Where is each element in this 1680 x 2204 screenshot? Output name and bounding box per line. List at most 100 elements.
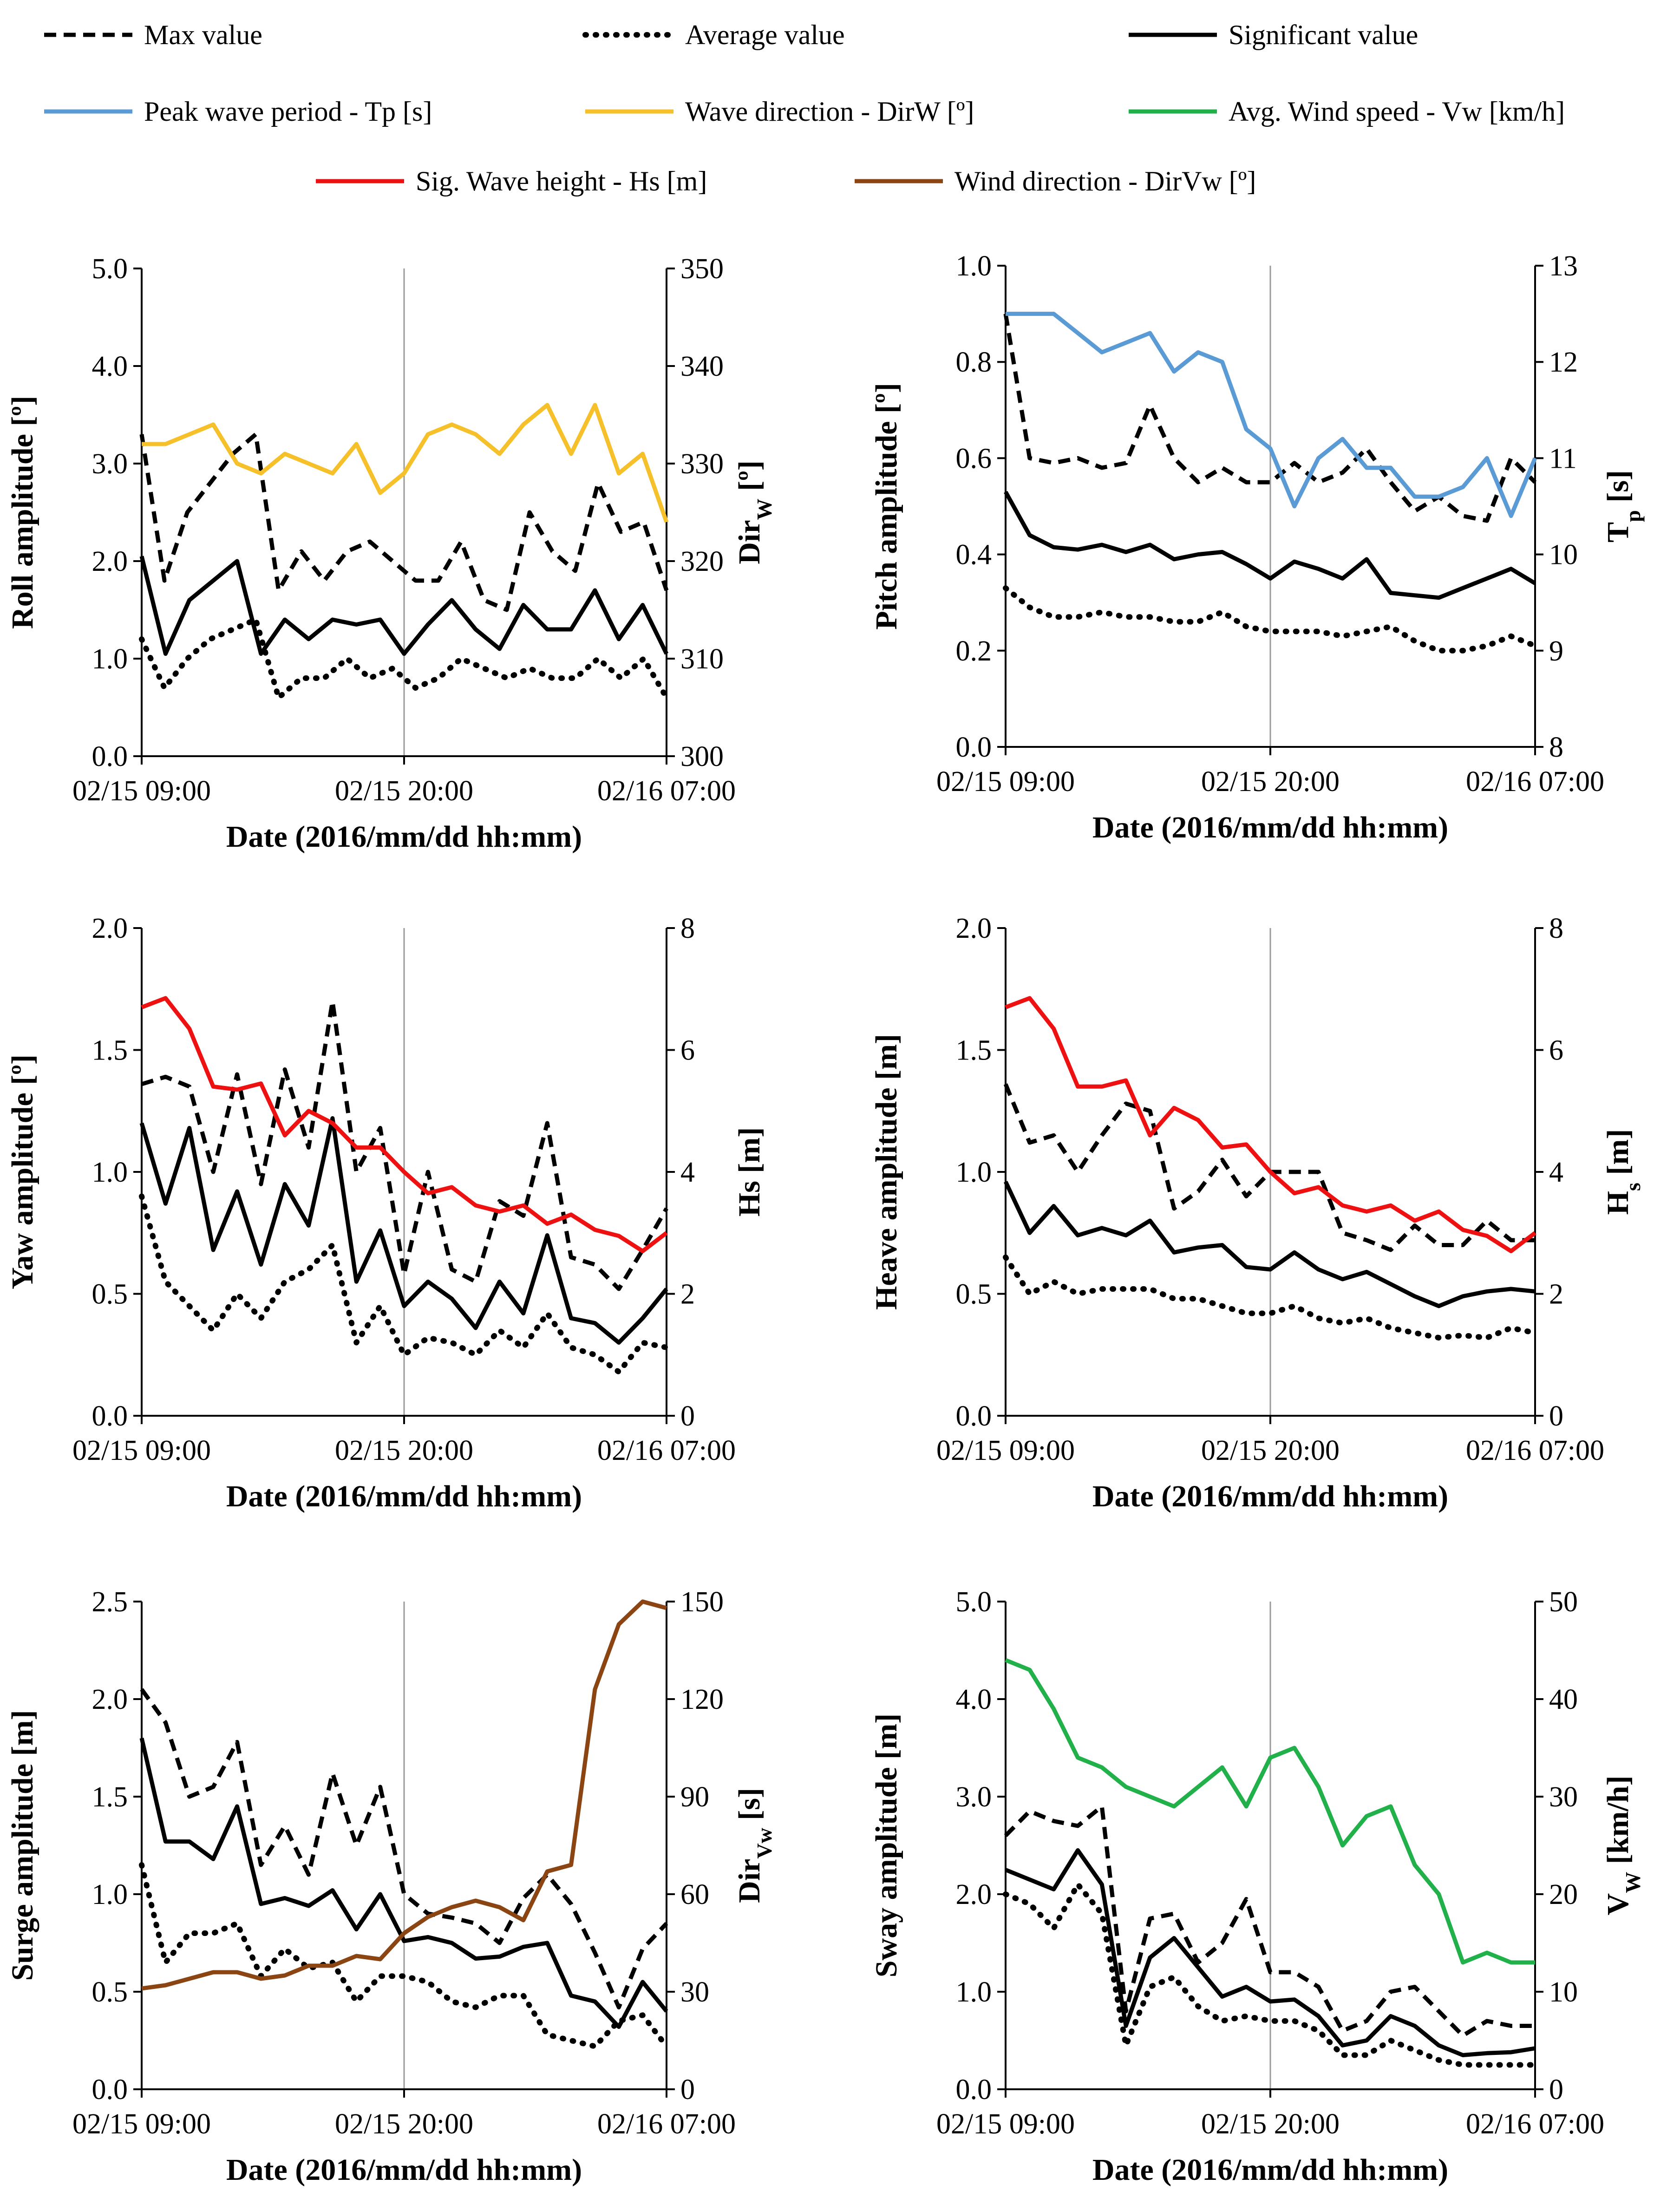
- y2-tick-label: 12: [1549, 347, 1578, 378]
- legend-label-max: Max value: [144, 20, 262, 50]
- y2-tick-label: 350: [680, 253, 724, 285]
- y2-axis-label-unit: [s]: [1601, 470, 1635, 510]
- series-line-roll-sig: [139, 556, 669, 656]
- y2-tick-label: 0: [1549, 2074, 1563, 2106]
- series-line-surge-max: [140, 1688, 668, 2010]
- legend-item-dirvw: Wind direction - DirVw [º]: [855, 166, 1256, 196]
- series-line-yaw-avg: [139, 1193, 669, 1375]
- legend-item-max: Max value: [44, 20, 262, 50]
- chart-heave: 0.0 0.5 1.0 1.5 2.0 0 2 4 6 8 02/15 09:00 02/15 20:…: [869, 913, 1645, 1513]
- y2-axis-label-sub: Vw: [752, 1828, 776, 1858]
- y2-axis-label: DirW [º]: [732, 460, 776, 564]
- series-line-sway-sig: [1005, 1848, 1536, 2057]
- y2-axis-label-base: Hs: [732, 1181, 766, 1216]
- y2-axis-label-base: H: [1601, 1191, 1635, 1215]
- x-tick-label: 02/15 09:00: [936, 2108, 1075, 2140]
- y2-axis-label: DirVw [s]: [732, 1788, 776, 1903]
- legend-item-dirw: Wave direction - DirW [º]: [585, 96, 974, 127]
- series-line-surge-env: [141, 1599, 667, 1991]
- y2-tick-label: 13: [1549, 250, 1578, 282]
- y2-tick-label: 310: [680, 643, 724, 675]
- x-tick-label: 02/16 07:00: [1466, 1435, 1604, 1466]
- y-tick-label: 0.0: [956, 1400, 992, 1432]
- x-tick-label: 02/15 20:00: [1201, 766, 1340, 798]
- y-tick-label: 0.0: [956, 732, 992, 763]
- y2-axis-label-base: Dir: [732, 1859, 766, 1903]
- series-line-yaw-env: [141, 996, 668, 1254]
- legend-label-tp: Peak wave period - Tp [s]: [144, 96, 432, 127]
- y2-tick-label: 4: [1549, 1157, 1563, 1188]
- y2-tick-label: 30: [680, 1976, 709, 2008]
- y2-tick-label: 50: [1549, 1586, 1578, 1618]
- series-line-yaw-sig: [139, 1116, 668, 1345]
- y2-axis-label-unit: [m]: [732, 1127, 766, 1181]
- y-tick-label: 1.5: [92, 1035, 128, 1066]
- series-line-roll-max: [139, 432, 669, 612]
- y2-axis-label-base: V: [1601, 1893, 1635, 1916]
- x-tick-label: 02/16 07:00: [597, 1435, 736, 1466]
- y2-tick-label: 10: [1549, 1976, 1578, 2008]
- y2-axis-label: VW [km/h]: [1601, 1776, 1645, 1916]
- x-axis-label: Date (2016/mm/dd hh:mm): [1092, 1479, 1448, 1513]
- x-tick-label: 02/16 07:00: [1466, 2108, 1604, 2140]
- y2-tick-label: 40: [1549, 1684, 1578, 1715]
- y2-tick-label: 0: [1549, 1400, 1563, 1432]
- y2-tick-label: 330: [680, 448, 724, 480]
- y-axis-label: Heave amplitude [m]: [869, 1034, 903, 1310]
- legend-item-tp: Peak wave period - Tp [s]: [44, 96, 432, 127]
- legend-item-avg: Average value: [582, 20, 845, 50]
- legend-item-sig: Significant value: [1129, 20, 1418, 50]
- y-tick-label: 2.0: [92, 546, 128, 577]
- y-tick-label: 0.5: [92, 1976, 128, 2008]
- legend-label-avg: Average value: [685, 20, 845, 50]
- chart-yaw: 0.0 0.5 1.0 1.5 2.0 0 2 4 6 8 02/15 09:00 02/15 20:…: [6, 913, 766, 1513]
- y2-axis-label-unit: [s]: [732, 1788, 766, 1828]
- x-tick-label: 02/15 20:00: [1201, 1435, 1340, 1466]
- x-axis-label: Date (2016/mm/dd hh:mm): [226, 2153, 582, 2187]
- y2-tick-label: 6: [1549, 1035, 1563, 1066]
- y-tick-label: 4.0: [956, 1684, 992, 1715]
- chart-surge: 0.0 0.5 1.0 1.5 2.0 2.5 0 30 60 90 120 150 02/15 09:…: [6, 1586, 776, 2187]
- x-axis-label: Date (2016/mm/dd hh:mm): [1092, 811, 1448, 844]
- x-tick-label: 02/15 09:00: [72, 1435, 211, 1466]
- series-line-sway-max: [1004, 1804, 1535, 2038]
- y-tick-label: 5.0: [92, 253, 128, 285]
- y-tick-label: 2.0: [956, 913, 992, 944]
- charts: 0.01.02.03.04.05.030031032033034035002/1…: [6, 250, 1645, 2187]
- y-tick-label: 0.0: [92, 741, 128, 772]
- x-axis-label: Date (2016/mm/dd hh:mm): [226, 820, 582, 854]
- series-line-pitch-sig: [1004, 491, 1536, 600]
- chart-sway: 0.0 1.0 2.0 3.0 4.0 5.0 0 10 20 30 40 50 02/15 09:00…: [869, 1586, 1645, 2187]
- y-tick-label: 1.0: [956, 250, 992, 282]
- y-tick-label: 4.0: [92, 351, 128, 382]
- y-tick-label: 3.0: [92, 448, 128, 480]
- x-tick-label: 02/15 20:00: [1201, 2108, 1340, 2140]
- y-tick-label: 2.0: [92, 913, 128, 944]
- y2-axis-label: Hs [m]: [1601, 1129, 1645, 1215]
- y2-tick-label: 4: [680, 1157, 695, 1188]
- series-line-sway-env: [1005, 1658, 1535, 1965]
- y-tick-label: 1.0: [92, 1157, 128, 1188]
- y2-axis-label-sub: W: [752, 498, 776, 520]
- series-line-sway-avg: [1003, 1882, 1538, 2068]
- x-tick-label: 02/16 07:00: [597, 2108, 736, 2140]
- y2-tick-label: 340: [680, 351, 724, 382]
- y-tick-label: 1.0: [956, 1157, 992, 1188]
- y-tick-label: 0.5: [956, 1279, 992, 1310]
- x-tick-label: 02/15 20:00: [335, 2108, 473, 2140]
- y2-tick-label: 6: [680, 1035, 695, 1066]
- x-tick-label: 02/16 07:00: [597, 775, 736, 807]
- y-tick-label: 0.5: [92, 1279, 128, 1310]
- y-tick-label: 0.0: [956, 2074, 992, 2106]
- legend-item-vw: Avg. Wind speed - Vw [km/h]: [1129, 96, 1565, 127]
- y2-axis-label-base: Dir: [732, 520, 766, 564]
- legend: Max value Average value Significant value P…: [44, 20, 1565, 196]
- series-line-roll-env: [142, 403, 669, 523]
- y-axis-label: Pitch amplitude [º]: [869, 383, 903, 629]
- x-axis-label: Date (2016/mm/dd hh:mm): [226, 1479, 582, 1513]
- y2-tick-label: 300: [680, 741, 724, 772]
- y2-tick-label: 9: [1549, 635, 1563, 667]
- x-tick-label: 02/15 09:00: [936, 766, 1075, 798]
- y-tick-label: 1.0: [92, 1879, 128, 1910]
- y-axis-label: Yaw amplitude [º]: [6, 1054, 39, 1289]
